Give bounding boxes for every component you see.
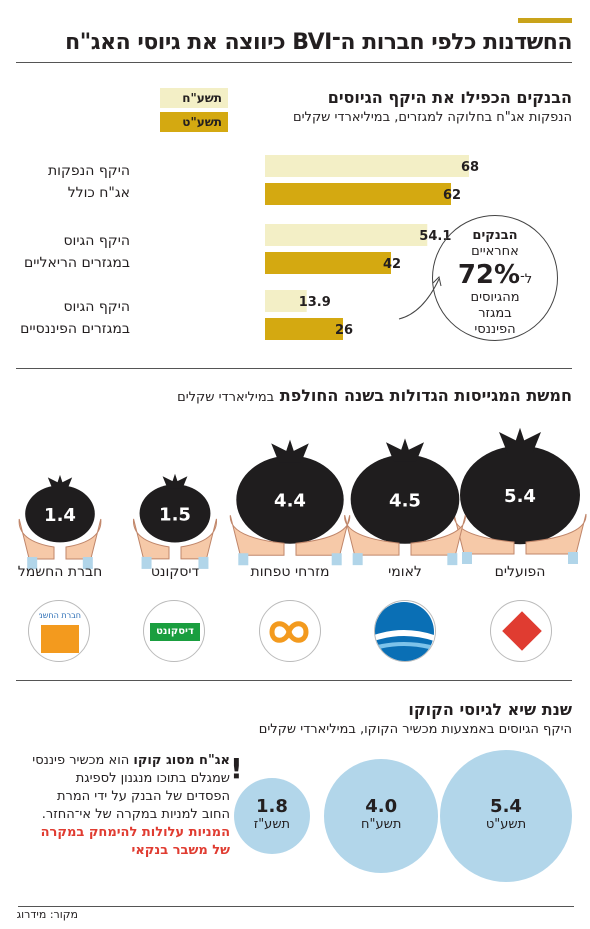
money-bag [139,473,211,543]
discount-logo-text: דיסקונט [150,623,200,641]
bar [265,224,428,246]
bar-value-label: 68 [461,160,479,175]
iec-icon [41,625,79,653]
money-bag [350,438,460,544]
bank-name: לאומי [388,564,422,580]
category-label-line: היקף הנפקות [47,163,130,179]
category-label: היקף הגיוס במגזרים הריאליים [10,230,130,274]
callout-line: במגזר [478,306,512,321]
bag-value-label: 4.5 [389,490,421,511]
category-label-line: היקף הגיוס [63,233,130,249]
hands-icon [229,515,351,566]
coco-circle: 5.4 תשע"ט [440,750,572,882]
leumi-icon [375,602,434,661]
bar-value-label: 42 [383,257,401,272]
bag-value-label: 4.4 [274,491,306,512]
accent-bar [518,18,572,23]
hands-icon [453,513,587,564]
callout-line: הפיננסי [474,322,516,337]
category-label-line: במגזרים הפיננסיים [20,321,130,337]
bar [265,290,307,312]
coco-value: 1.8 [255,795,288,817]
coco-circle: 1.8 תשע"ז [233,777,310,855]
divider [16,62,572,63]
category-label-line: אג"ח כולל [67,185,130,201]
section1-title: הבנקים הכפילו את היקף הגיוסים [327,88,572,107]
bar [265,318,343,340]
section1-subtitle: הנפקות אג"ח בחלוקה למגזרים, במיליארדי שק… [293,110,572,125]
hands-icon [344,515,466,566]
page-title: החשדנות כלפי חברות ה־BVI כיווצה את גיוסי… [65,30,572,55]
hands-icon [18,518,102,570]
coco-note-bold: אג"ח מסוג קוקו [133,753,230,768]
bank-name: דיסקונט [150,564,200,580]
discount-logo: דיסקונט [143,600,205,662]
exclamation-icon: ! [230,752,243,785]
coco-value: 5.4 [490,796,522,817]
infinity-icon [269,621,309,643]
bag-value-label: 1.4 [44,505,76,526]
bag-value-label: 1.5 [159,504,191,525]
bank-name: מזרחי טפחות [250,564,330,580]
callout-line: מהגיוסים [470,290,520,305]
divider [16,368,572,369]
money-bag [236,439,344,544]
leumi-logo [374,600,436,662]
divider [16,680,572,681]
callout-line: הבנקים [472,228,518,243]
bags-chart: 5.4 4.5 4.4 1.5 1.4 [18,427,587,570]
category-label: היקף הגיוס במגזרים הפיננסיים [10,296,130,340]
bar [265,183,451,205]
callout-value: 72% [457,260,521,290]
bar-value-label: 62 [443,188,461,203]
bank-name: חברת החשמל [17,564,103,580]
iec-logo-text: חברת החשמל [39,611,81,620]
category-label-line: במגזרים הריאליים [23,255,130,271]
divider [18,906,574,907]
coco-year: תשע"ח [361,816,402,832]
section2-subtitle: במיליארדי שקלים [177,390,275,405]
hands-icon [133,518,217,569]
bar [265,252,391,274]
money-bag [25,474,95,543]
source-note: מקור: מידרוג [16,908,78,921]
coco-note-body: הוא מכשיר פיננסי שמגלם בתוכו מנגנון לספי… [32,753,230,822]
category-label-line: היקף הגיוס [63,299,130,315]
section3-subtitle: היקף הגיוסים באמצעות מכשיר הקוקו, במיליא… [258,722,572,737]
callout-line: ל־ [520,272,533,287]
bank-name: הפועלים [494,564,546,580]
bag-value-label: 5.4 [504,486,536,507]
bar [265,155,469,177]
coco-note-warning: המניות עלולות להימחק במקרה של משבר בנקאי [40,825,230,858]
iec-logo: חברת החשמל [28,600,90,662]
legend-item-curr: תשע"ט [160,112,228,132]
hapoalim-diamond-icon [502,611,542,651]
callout-circle: הבנקים אחראיים ל־72% מהגיוסים במגזר הפינ… [432,215,558,341]
coco-year: תשע"ט [485,817,527,832]
section2-title: חמשת המגייסות הגדולות בשנה החולפת במיליא… [177,386,572,405]
section2-title-text: חמשת המגייסות הגדולות בשנה החולפת [279,386,572,405]
category-label: היקף הנפקות אג"ח כולל [10,160,130,204]
coco-note: אג"ח מסוג קוקו הוא מכשיר פיננסי שמגלם בת… [30,752,230,860]
coco-circle: 4.0 תשע"ח [324,759,438,873]
mizrahi-logo [259,600,321,662]
callout-line: אחראיים [471,244,519,259]
coco-year: תשע"ז [253,816,291,832]
bar-value-label: 26 [335,323,353,338]
hapoalim-logo [490,600,552,662]
bar-value-label: 13.9 [299,295,331,310]
coco-value: 4.0 [365,795,398,817]
legend-item-prev: תשע"ח [160,88,228,108]
money-bag [460,427,580,545]
section3-title: שנת שיא לגיוסי הקוקו [408,700,572,719]
